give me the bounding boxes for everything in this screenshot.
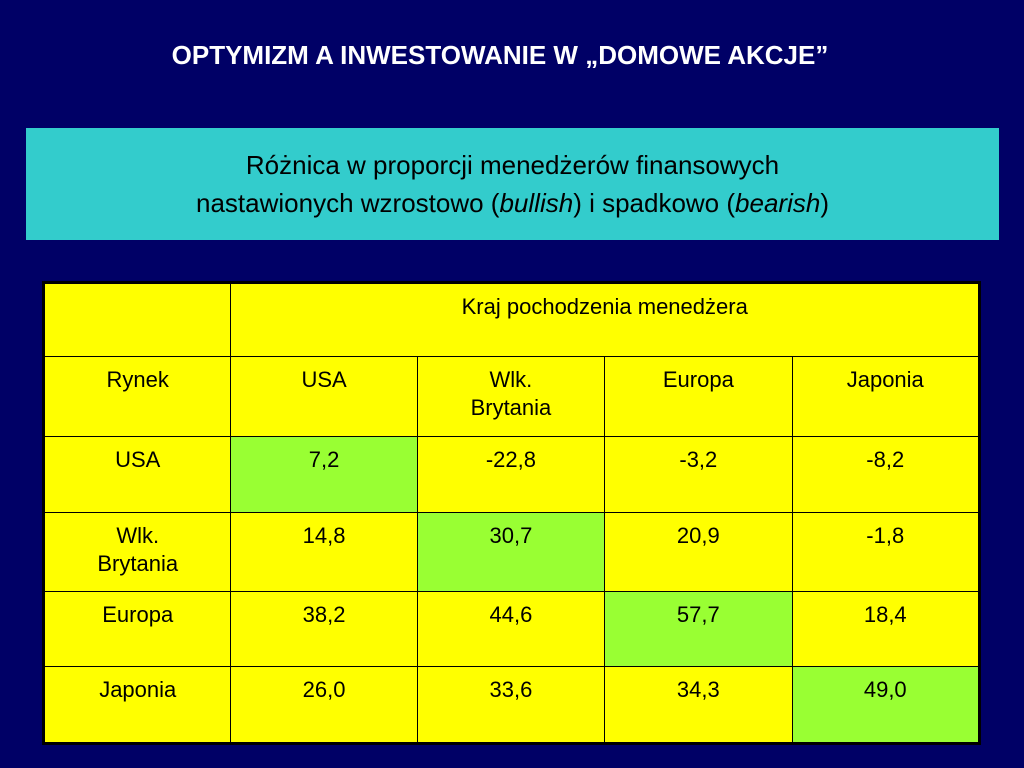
table-row: Europa 38,2 44,6 57,7 18,4: [42, 591, 981, 667]
table-cell: 34,3: [604, 666, 793, 744]
table-cell-highlighted: 7,2: [230, 436, 418, 513]
table-cell: -3,2: [604, 436, 793, 513]
slide-title: OPTYMIZM A INWESTOWANIE W „DOMOWE AKCJE”: [171, 40, 829, 70]
table-cell: 14,8: [230, 512, 418, 592]
subtitle-box: Różnica w proporcji menedżerów finansowy…: [26, 128, 999, 240]
subtitle-line-2: nastawionych wzrostowo (bullish) i spadk…: [26, 184, 999, 222]
row-label-uk: Wlk. Brytania: [42, 512, 232, 592]
subtitle-bearish: bearish: [735, 188, 821, 218]
column-header-line: USA: [301, 367, 347, 392]
table-row: Japonia 26,0 33,6 34,3 49,0: [42, 666, 981, 744]
column-header-line: Europa: [662, 367, 734, 392]
row-label-line: USA: [115, 447, 161, 472]
column-header-line: Wlk.: [489, 367, 533, 392]
column-header-europa: Europa: [604, 356, 793, 437]
table-row-header-label: Rynek: [42, 356, 232, 437]
table-row: Wlk. Brytania 14,8 30,7 20,9 -1,8: [42, 512, 981, 592]
table-cell: -22,8: [416, 436, 606, 513]
row-label-line: Europa: [102, 602, 174, 627]
table-group-header: Kraj pochodzenia menedżera: [230, 282, 980, 357]
table-cell: 44,6: [416, 591, 606, 667]
table-cell: 26,0: [230, 666, 418, 744]
table-cell: 38,2: [230, 591, 418, 667]
table-cell-highlighted: 49,0: [791, 666, 981, 744]
table-cell-highlighted: 30,7: [416, 512, 606, 592]
column-header-uk: Wlk. Brytania: [416, 356, 606, 437]
table-row: USA 7,2 -22,8 -3,2 -8,2: [42, 436, 981, 513]
data-table: Kraj pochodzenia menedżera Rynek USA Wlk…: [42, 281, 981, 745]
subtitle-line-2-suffix: ): [820, 188, 829, 218]
column-header-japonia: Japonia: [791, 356, 981, 437]
column-header-line: Brytania: [470, 395, 552, 420]
subtitle-line-1: Różnica w proporcji menedżerów finansowy…: [245, 150, 780, 180]
row-label-line: Brytania: [97, 551, 179, 576]
row-label-usa: USA: [42, 436, 232, 513]
table-cell: 20,9: [604, 512, 793, 592]
subtitle-line-2-middle: ) i spadkowo (: [573, 188, 736, 218]
column-header-line: Japonia: [846, 367, 924, 392]
row-label-japonia: Japonia: [42, 666, 232, 744]
table-group-header-row: Kraj pochodzenia menedżera: [42, 282, 980, 357]
table-cell: 33,6: [416, 666, 606, 744]
column-header-usa: USA: [230, 356, 418, 437]
table-corner-cell: [42, 282, 232, 357]
table-column-header-row: Rynek USA Wlk. Brytania Europa Japonia: [42, 356, 981, 437]
table-cell: 18,4: [791, 591, 981, 667]
subtitle-bullish: bullish: [499, 188, 574, 218]
row-label-europa: Europa: [42, 591, 232, 667]
row-label-line: Japonia: [99, 677, 177, 702]
subtitle-line-2-prefix: nastawionych wzrostowo (: [196, 188, 500, 218]
table-cell: -8,2: [791, 436, 981, 513]
row-label-line: Wlk.: [116, 523, 160, 548]
table-cell: -1,8: [791, 512, 981, 592]
table-cell-highlighted: 57,7: [604, 591, 793, 667]
